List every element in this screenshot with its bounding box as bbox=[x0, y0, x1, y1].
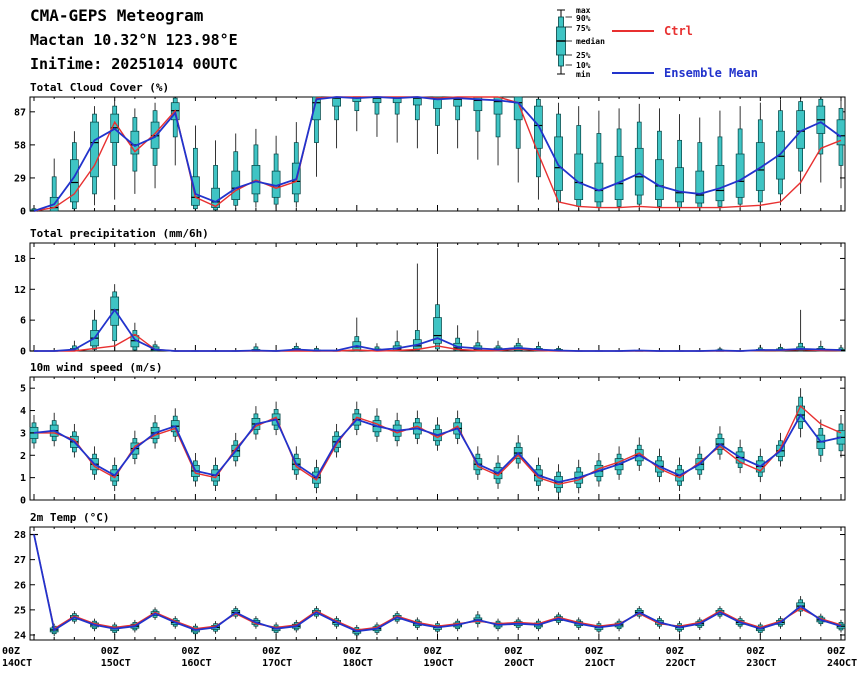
panel-title: Total Cloud Cover (%) bbox=[30, 81, 169, 94]
x-axis-day-label: 24OCT bbox=[827, 658, 857, 669]
box-25-75 bbox=[433, 96, 442, 109]
y-tick-label: 2 bbox=[20, 451, 26, 462]
legend-ctrl-label: Ctrl bbox=[664, 24, 693, 38]
boxplot-legend-glyph-icon bbox=[556, 9, 572, 75]
x-axis-day-label: 20OCT bbox=[504, 658, 534, 669]
box-whisker-series bbox=[30, 533, 846, 638]
legend-label-10: 10% bbox=[576, 61, 591, 70]
box-25-75 bbox=[755, 142, 765, 191]
y-tick-label: 28 bbox=[14, 530, 26, 541]
x-axis-hour-label: 00Z bbox=[343, 646, 361, 657]
x-axis-day-label: 21OCT bbox=[585, 658, 615, 669]
box-25-75 bbox=[90, 121, 99, 178]
ensemble-mean-line bbox=[33, 534, 842, 633]
box-25-75 bbox=[312, 96, 321, 121]
x-axis-hour-label: 00Z bbox=[262, 646, 280, 657]
x-axis-hour-label: 00Z bbox=[585, 646, 603, 657]
x-axis-hour-label: 00Z bbox=[666, 646, 684, 657]
y-tick-label: 18 bbox=[14, 254, 26, 265]
legend-label-max: max bbox=[576, 6, 591, 15]
ensemble-mean-line bbox=[33, 96, 842, 212]
box-25-75 bbox=[695, 170, 705, 204]
box-25-75 bbox=[433, 317, 442, 344]
x-axis-day-label: 18OCT bbox=[343, 658, 373, 669]
legend-label-median: median bbox=[576, 37, 605, 46]
x-axis-hour-label: 00Z bbox=[424, 646, 442, 657]
x-axis-day-label: 17OCT bbox=[262, 658, 292, 669]
y-tick-label: 0 bbox=[20, 496, 26, 507]
chart-location: Mactan 10.32°N 123.98°E bbox=[30, 31, 238, 49]
y-tick-label: 87 bbox=[14, 107, 26, 118]
y-tick-label: 1 bbox=[20, 473, 26, 484]
box-whisker-series bbox=[29, 96, 846, 212]
x-axis-day-label: 16OCT bbox=[181, 658, 211, 669]
x-axis-hour-label: 00Z bbox=[101, 646, 119, 657]
chart-initime: IniTime: 20251014 00UTC bbox=[30, 55, 238, 73]
panel-title: Total precipitation (mm/6h) bbox=[30, 227, 209, 240]
box-25-75 bbox=[594, 162, 604, 203]
panel-title: 2m Temp (°C) bbox=[30, 511, 109, 524]
box-25-75 bbox=[836, 119, 846, 146]
box-25-75 bbox=[675, 167, 684, 203]
box-10-90 bbox=[213, 165, 218, 211]
x-axis-day-label: 22OCT bbox=[666, 658, 696, 669]
panel-2: Total precipitation (mm/6h) 0 6 12 18 bbox=[14, 227, 846, 358]
x-axis-hour-label: 00Z bbox=[827, 646, 845, 657]
legend-mean-label: Ensemble Mean bbox=[664, 66, 758, 80]
boxplot-legend: max 90% 75% median 25% 10% min bbox=[552, 6, 662, 80]
legend-label-75: 75% bbox=[576, 24, 591, 33]
legend-label-25: 25% bbox=[576, 51, 591, 60]
panel-3: 10m wind speed (m/s) 0 1 2 3 4 5 bbox=[20, 361, 846, 507]
panel-1: Total Cloud Cover (%) 0 29 58 87 bbox=[14, 81, 846, 218]
y-tick-label: 5 bbox=[20, 384, 26, 395]
legend-label-90: 90% bbox=[576, 14, 591, 23]
box-25-75 bbox=[634, 147, 644, 196]
legend-label-min: min bbox=[576, 70, 591, 79]
x-axis-hour-label: 00Z bbox=[504, 646, 522, 657]
box-25-75 bbox=[231, 170, 241, 200]
legend-ctrl: Ctrl bbox=[612, 24, 693, 38]
box-25-75 bbox=[574, 153, 584, 200]
legend-ensemble-mean: Ensemble Mean bbox=[612, 66, 758, 80]
y-tick-label: 6 bbox=[20, 316, 26, 327]
x-axis-day-label: 23OCT bbox=[746, 658, 776, 669]
x-axis-hour-label: 00Z bbox=[746, 646, 764, 657]
y-tick-label: 27 bbox=[14, 555, 26, 566]
x-axis-day-label: 19OCT bbox=[424, 658, 454, 669]
mean-line-swatch-icon bbox=[612, 72, 654, 74]
y-tick-label: 4 bbox=[20, 406, 26, 417]
y-tick-label: 58 bbox=[14, 140, 26, 151]
box-25-75 bbox=[735, 153, 745, 198]
chart-title: CMA-GEPS Meteogram bbox=[30, 6, 204, 25]
x-axis-day-label: 14OCT bbox=[2, 658, 32, 669]
y-tick-label: 0 bbox=[20, 347, 26, 358]
ctrl-line-swatch-icon bbox=[612, 30, 654, 32]
x-axis-hour-label: 00Z bbox=[181, 646, 199, 657]
panel-title: 10m wind speed (m/s) bbox=[30, 361, 162, 374]
ctrl-line bbox=[33, 96, 842, 212]
y-tick-label: 26 bbox=[14, 580, 26, 591]
ensemble-mean-line bbox=[34, 308, 842, 352]
x-axis-hour-label: 00Z bbox=[2, 646, 20, 657]
ctrl-line bbox=[33, 534, 842, 631]
box-25-75 bbox=[211, 187, 220, 208]
box-whisker-series bbox=[30, 248, 846, 352]
y-tick-label: 25 bbox=[14, 605, 26, 616]
panel-4: 2m Temp (°C) 24 25 26 27 28 bbox=[14, 511, 846, 641]
x-axis-day-label: 15OCT bbox=[101, 658, 131, 669]
ensemble-mean-line bbox=[33, 413, 842, 484]
box-25-75 bbox=[614, 155, 624, 200]
y-tick-label: 3 bbox=[20, 428, 26, 439]
box-25-75 bbox=[655, 159, 664, 200]
box-whisker-series bbox=[29, 388, 846, 498]
y-tick-label: 24 bbox=[14, 630, 26, 641]
y-tick-label: 29 bbox=[14, 173, 26, 184]
box-25-75 bbox=[776, 130, 785, 180]
y-tick-label: 0 bbox=[20, 207, 26, 218]
y-tick-label: 12 bbox=[14, 285, 26, 296]
box-25-75 bbox=[715, 165, 725, 202]
